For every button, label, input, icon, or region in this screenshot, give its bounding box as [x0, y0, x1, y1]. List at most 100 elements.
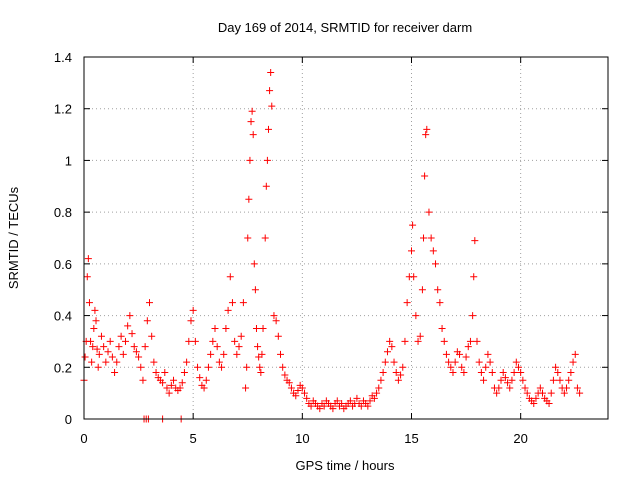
data-point [409, 221, 417, 229]
x-tick-label: 15 [404, 431, 418, 446]
data-point [239, 299, 247, 307]
data-point [274, 332, 282, 340]
y-tick-label: 1.4 [54, 50, 72, 65]
data-point [257, 368, 265, 376]
data-point [97, 332, 105, 340]
data-point [464, 343, 472, 351]
chart-title: Day 169 of 2014, SRMTID for receiver dar… [218, 20, 472, 35]
data-point [235, 343, 243, 351]
data-point [565, 376, 573, 384]
x-tick-label: 0 [80, 431, 87, 446]
data-point [243, 363, 251, 371]
data-point [94, 363, 102, 371]
data-point [83, 273, 91, 281]
data-point [159, 379, 167, 387]
data-point [298, 384, 306, 392]
data-point [185, 337, 193, 345]
data-point [425, 208, 433, 216]
data-point [301, 389, 309, 397]
data-point [277, 350, 284, 358]
data-point [519, 376, 527, 384]
data-point [233, 350, 241, 358]
data-point [442, 350, 450, 358]
data-point [279, 363, 287, 371]
data-point [477, 368, 485, 376]
data-point [183, 358, 191, 366]
data-point [475, 358, 483, 366]
y-tick-label: 1 [65, 153, 72, 168]
data-point [250, 260, 258, 268]
data-point [287, 384, 295, 392]
data-point [373, 389, 381, 397]
data-point [170, 376, 178, 384]
data-point [462, 353, 470, 361]
data-point [102, 358, 110, 366]
data-point [211, 325, 219, 332]
data-point [135, 353, 143, 361]
data-point [386, 337, 394, 345]
y-tick-label: 1.2 [54, 102, 72, 117]
data-point [215, 358, 223, 366]
data-point [552, 363, 560, 371]
data-point [504, 379, 512, 387]
data-point [252, 325, 260, 332]
data-point [263, 156, 271, 164]
data-point [495, 384, 503, 392]
data-point [440, 337, 448, 345]
data-point [251, 286, 259, 294]
data-point [128, 330, 136, 338]
data-point [115, 343, 123, 351]
data-point [100, 343, 108, 351]
data-point [167, 381, 175, 389]
data-point [84, 255, 92, 263]
data-point [432, 260, 440, 268]
data-point [194, 363, 202, 371]
data-point [563, 384, 571, 392]
data-point [266, 87, 274, 95]
data-point [447, 363, 455, 371]
data-point [420, 234, 428, 242]
plot-frame [83, 56, 609, 420]
data-point [364, 402, 372, 410]
data-point [421, 172, 429, 180]
tick-layer: 0 0.2 0.4 0.6 0.8 1 1.2 1.4 0 5 10 15 20 [54, 50, 608, 446]
data-point [267, 69, 275, 77]
data-point [254, 343, 262, 351]
data-point [89, 343, 97, 351]
x-axis-label: GPS time / hours [296, 458, 395, 473]
data-point [81, 353, 89, 361]
data-point [231, 337, 239, 345]
data-point [346, 397, 354, 405]
data-point [126, 312, 134, 320]
y-tick-label: 0.2 [54, 360, 72, 375]
data-point [272, 317, 280, 325]
y-tick-label: 0 [65, 412, 72, 427]
data-point [228, 299, 236, 307]
data-point [399, 363, 407, 371]
data-point [436, 299, 444, 307]
data-point [222, 325, 230, 332]
data-point [249, 131, 257, 139]
data-point [161, 368, 169, 376]
data-point [510, 368, 518, 376]
data-point [412, 312, 420, 320]
data-point [146, 299, 153, 307]
data-point [130, 343, 138, 351]
data-point [87, 337, 95, 345]
data-point [191, 337, 199, 345]
data-point [571, 350, 579, 358]
data-points [80, 69, 584, 423]
data-point [536, 384, 544, 392]
data-point [388, 343, 396, 351]
y-axis-label: SRMTID / TECUs [6, 186, 21, 289]
data-point [547, 389, 555, 397]
data-point [554, 368, 562, 376]
data-point [220, 350, 228, 358]
data-point [108, 353, 116, 361]
data-point [285, 379, 293, 387]
data-point [329, 405, 337, 413]
x-tick-label: 20 [513, 431, 527, 446]
data-point [248, 107, 256, 115]
